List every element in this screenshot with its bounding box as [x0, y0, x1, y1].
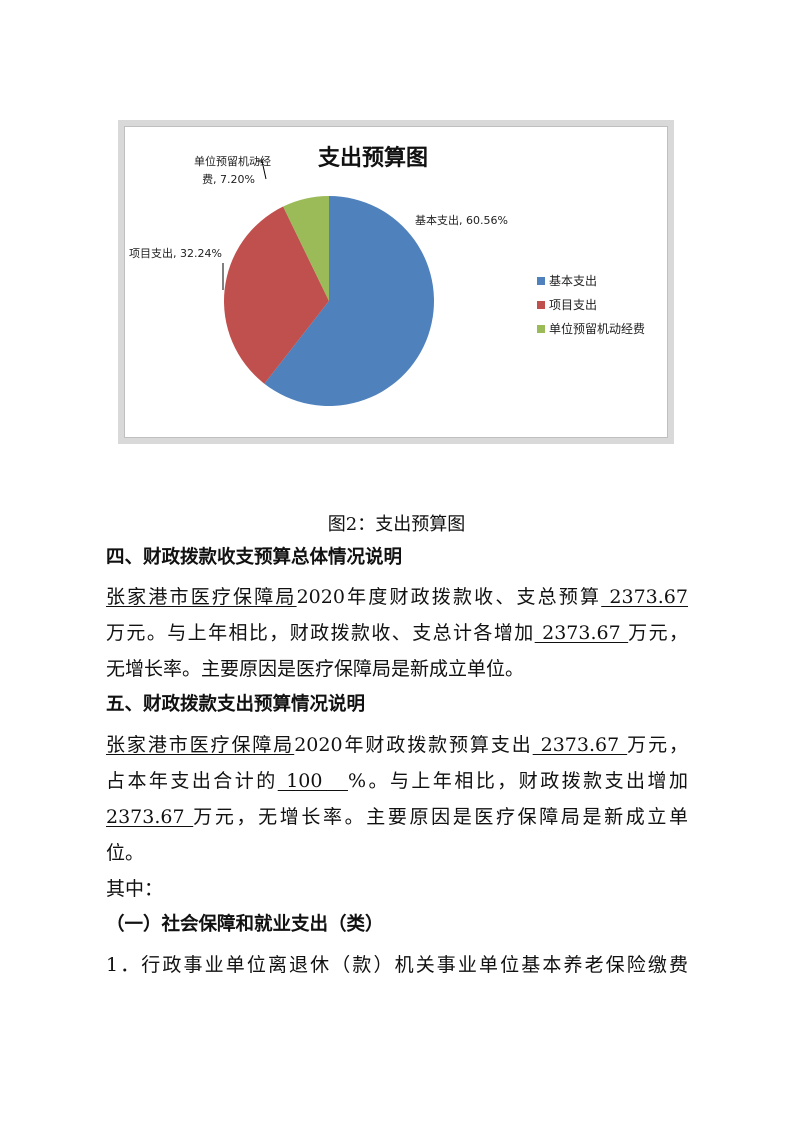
expense-value: 2373.67	[532, 734, 628, 756]
section5-line4: 位。	[106, 842, 145, 864]
subsection-heading: （一）社会保障和就业支出（类）	[106, 914, 384, 935]
percent-value: 100	[277, 770, 348, 792]
section4-heading: 四、财政拨款收支预算总体情况说明	[106, 547, 403, 568]
legend-label: 单位预留机动经费	[549, 321, 645, 336]
section4-line2: 万元。与上年相比，财政拨款收、支总计各增加 2373.67 万元，	[106, 621, 688, 645]
data-label: 项目支出, 32.24%	[129, 246, 222, 260]
increase-value: 2373.67	[534, 622, 629, 644]
text: 2020年度财政拨款收、支总预算	[296, 586, 602, 608]
text: 万元。与上年相比，财政拨款收、支总计各增加	[106, 622, 535, 644]
text: 万元，	[628, 622, 688, 644]
data-label: 单位预留机动经	[194, 154, 271, 168]
total-budget-value: 2373.67	[601, 586, 688, 608]
data-label: 费, 7.20%	[202, 173, 255, 186]
item-line: 1．行政事业单位离退休（款）机关事业单位基本养老保险缴费	[106, 954, 688, 976]
legend-swatch	[537, 325, 545, 333]
unit-name: 张家港市医疗保障局	[106, 734, 295, 756]
data-label: 基本支出, 60.56%	[415, 213, 508, 227]
section4-line3: 无增长率。主要原因是医疗保障局是新成立单位。	[106, 658, 525, 680]
text: 占本年支出合计的	[106, 770, 278, 792]
chart-area: 支出预算图 基本支出, 60.56% 项目支出, 32.24% 单位预留机动经费, …	[124, 126, 668, 438]
pie-chart: 支出预算图 基本支出, 60.56% 项目支出, 32.24% 单位预留机动经费, …	[118, 120, 674, 444]
figure-caption: 图2：支出预算图	[327, 514, 466, 535]
pie-slice-0	[264, 196, 434, 406]
unit-name: 张家港市医疗保障局	[106, 586, 297, 608]
legend-swatch	[537, 301, 545, 309]
legend-label: 项目支出	[549, 298, 597, 312]
pie-slice-1	[224, 206, 329, 384]
text: 2020年财政拨款预算支出	[294, 734, 533, 756]
text: 万元，	[627, 734, 688, 756]
text: 万元，无增长率。主要原因是医疗保障局是新成立单	[193, 806, 688, 828]
leader-line	[256, 160, 267, 180]
text: %。与上年相比，财政拨款支出增加	[347, 770, 688, 792]
section5-line1: 张家港市医疗保障局2020年财政拨款预算支出 2373.67 万元，	[106, 733, 688, 757]
chart-title: 支出预算图	[318, 145, 428, 171]
increase-value: 2373.67	[106, 806, 194, 828]
section4-line1: 张家港市医疗保障局2020年度财政拨款收、支总预算 2373.67	[106, 585, 688, 609]
among-label: 其中：	[106, 878, 164, 900]
section5-line2: 占本年支出合计的 100 %。与上年相比，财政拨款支出增加	[106, 769, 688, 793]
section5-line3: 2373.67 万元，无增长率。主要原因是医疗保障局是新成立单	[106, 805, 688, 829]
pie-chart-svg: 支出预算图 基本支出, 60.56% 项目支出, 32.24% 单位预留机动经费, …	[129, 145, 645, 406]
legend-label: 基本支出	[549, 274, 597, 288]
section5-heading: 五、财政拨款支出预算情况说明	[106, 694, 366, 715]
legend-swatch	[537, 277, 545, 285]
pie-slice-2	[283, 196, 329, 301]
